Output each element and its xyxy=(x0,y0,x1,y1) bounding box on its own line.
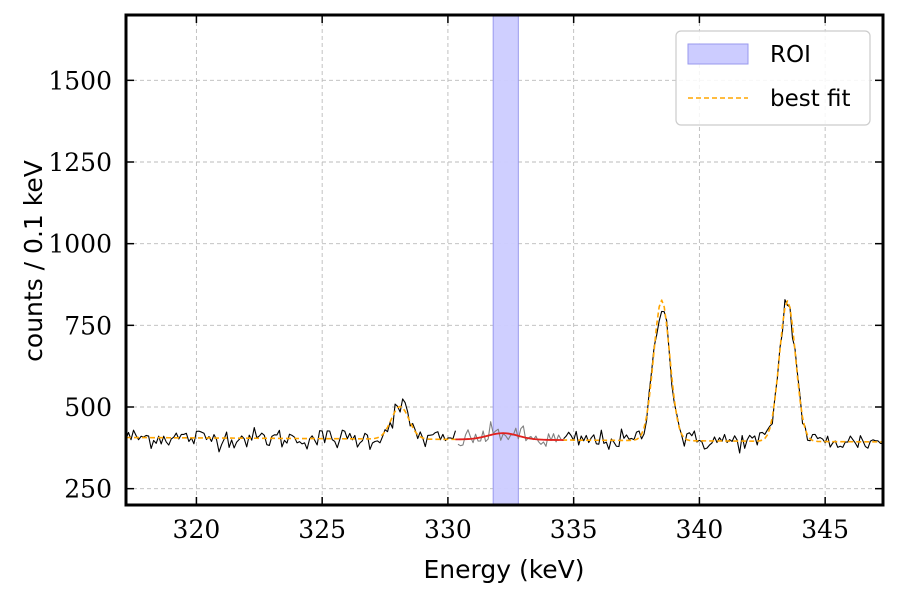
series-data xyxy=(563,299,883,454)
legend-label: best fit xyxy=(770,86,851,112)
y-tick-label: 500 xyxy=(64,393,112,422)
x-tick-label: 320 xyxy=(173,515,221,544)
x-tick-label: 335 xyxy=(550,515,598,544)
y-axis-label: counts / 0.1 keV xyxy=(19,160,48,362)
x-axis-label: Energy (keV) xyxy=(423,555,584,584)
y-tick-label: 750 xyxy=(64,311,112,340)
legend: ROI best fit xyxy=(675,30,871,126)
x-tick-label: 325 xyxy=(298,515,346,544)
series-data xyxy=(126,398,456,453)
y-tick-label: 1500 xyxy=(48,66,112,95)
series-fit-roi xyxy=(455,432,564,441)
roi-band xyxy=(492,15,519,505)
series-layer xyxy=(126,299,883,454)
roi-layer xyxy=(492,15,519,505)
series-data-masked xyxy=(457,421,562,447)
legend-roi-swatch xyxy=(687,43,749,65)
y-tick-label: 1000 xyxy=(48,230,112,259)
x-tick-label: 330 xyxy=(424,515,472,544)
x-tick-label: 340 xyxy=(676,515,724,544)
ticks-layer: 320 325 330 335 340 345 250 500 750 1000 1250 1500 xyxy=(48,15,883,544)
legend-label: ROI xyxy=(770,42,811,68)
y-tick-label: 1250 xyxy=(48,148,112,177)
y-tick-label: 250 xyxy=(64,475,112,504)
x-tick-label: 345 xyxy=(801,515,849,544)
plot-frame xyxy=(124,13,885,507)
